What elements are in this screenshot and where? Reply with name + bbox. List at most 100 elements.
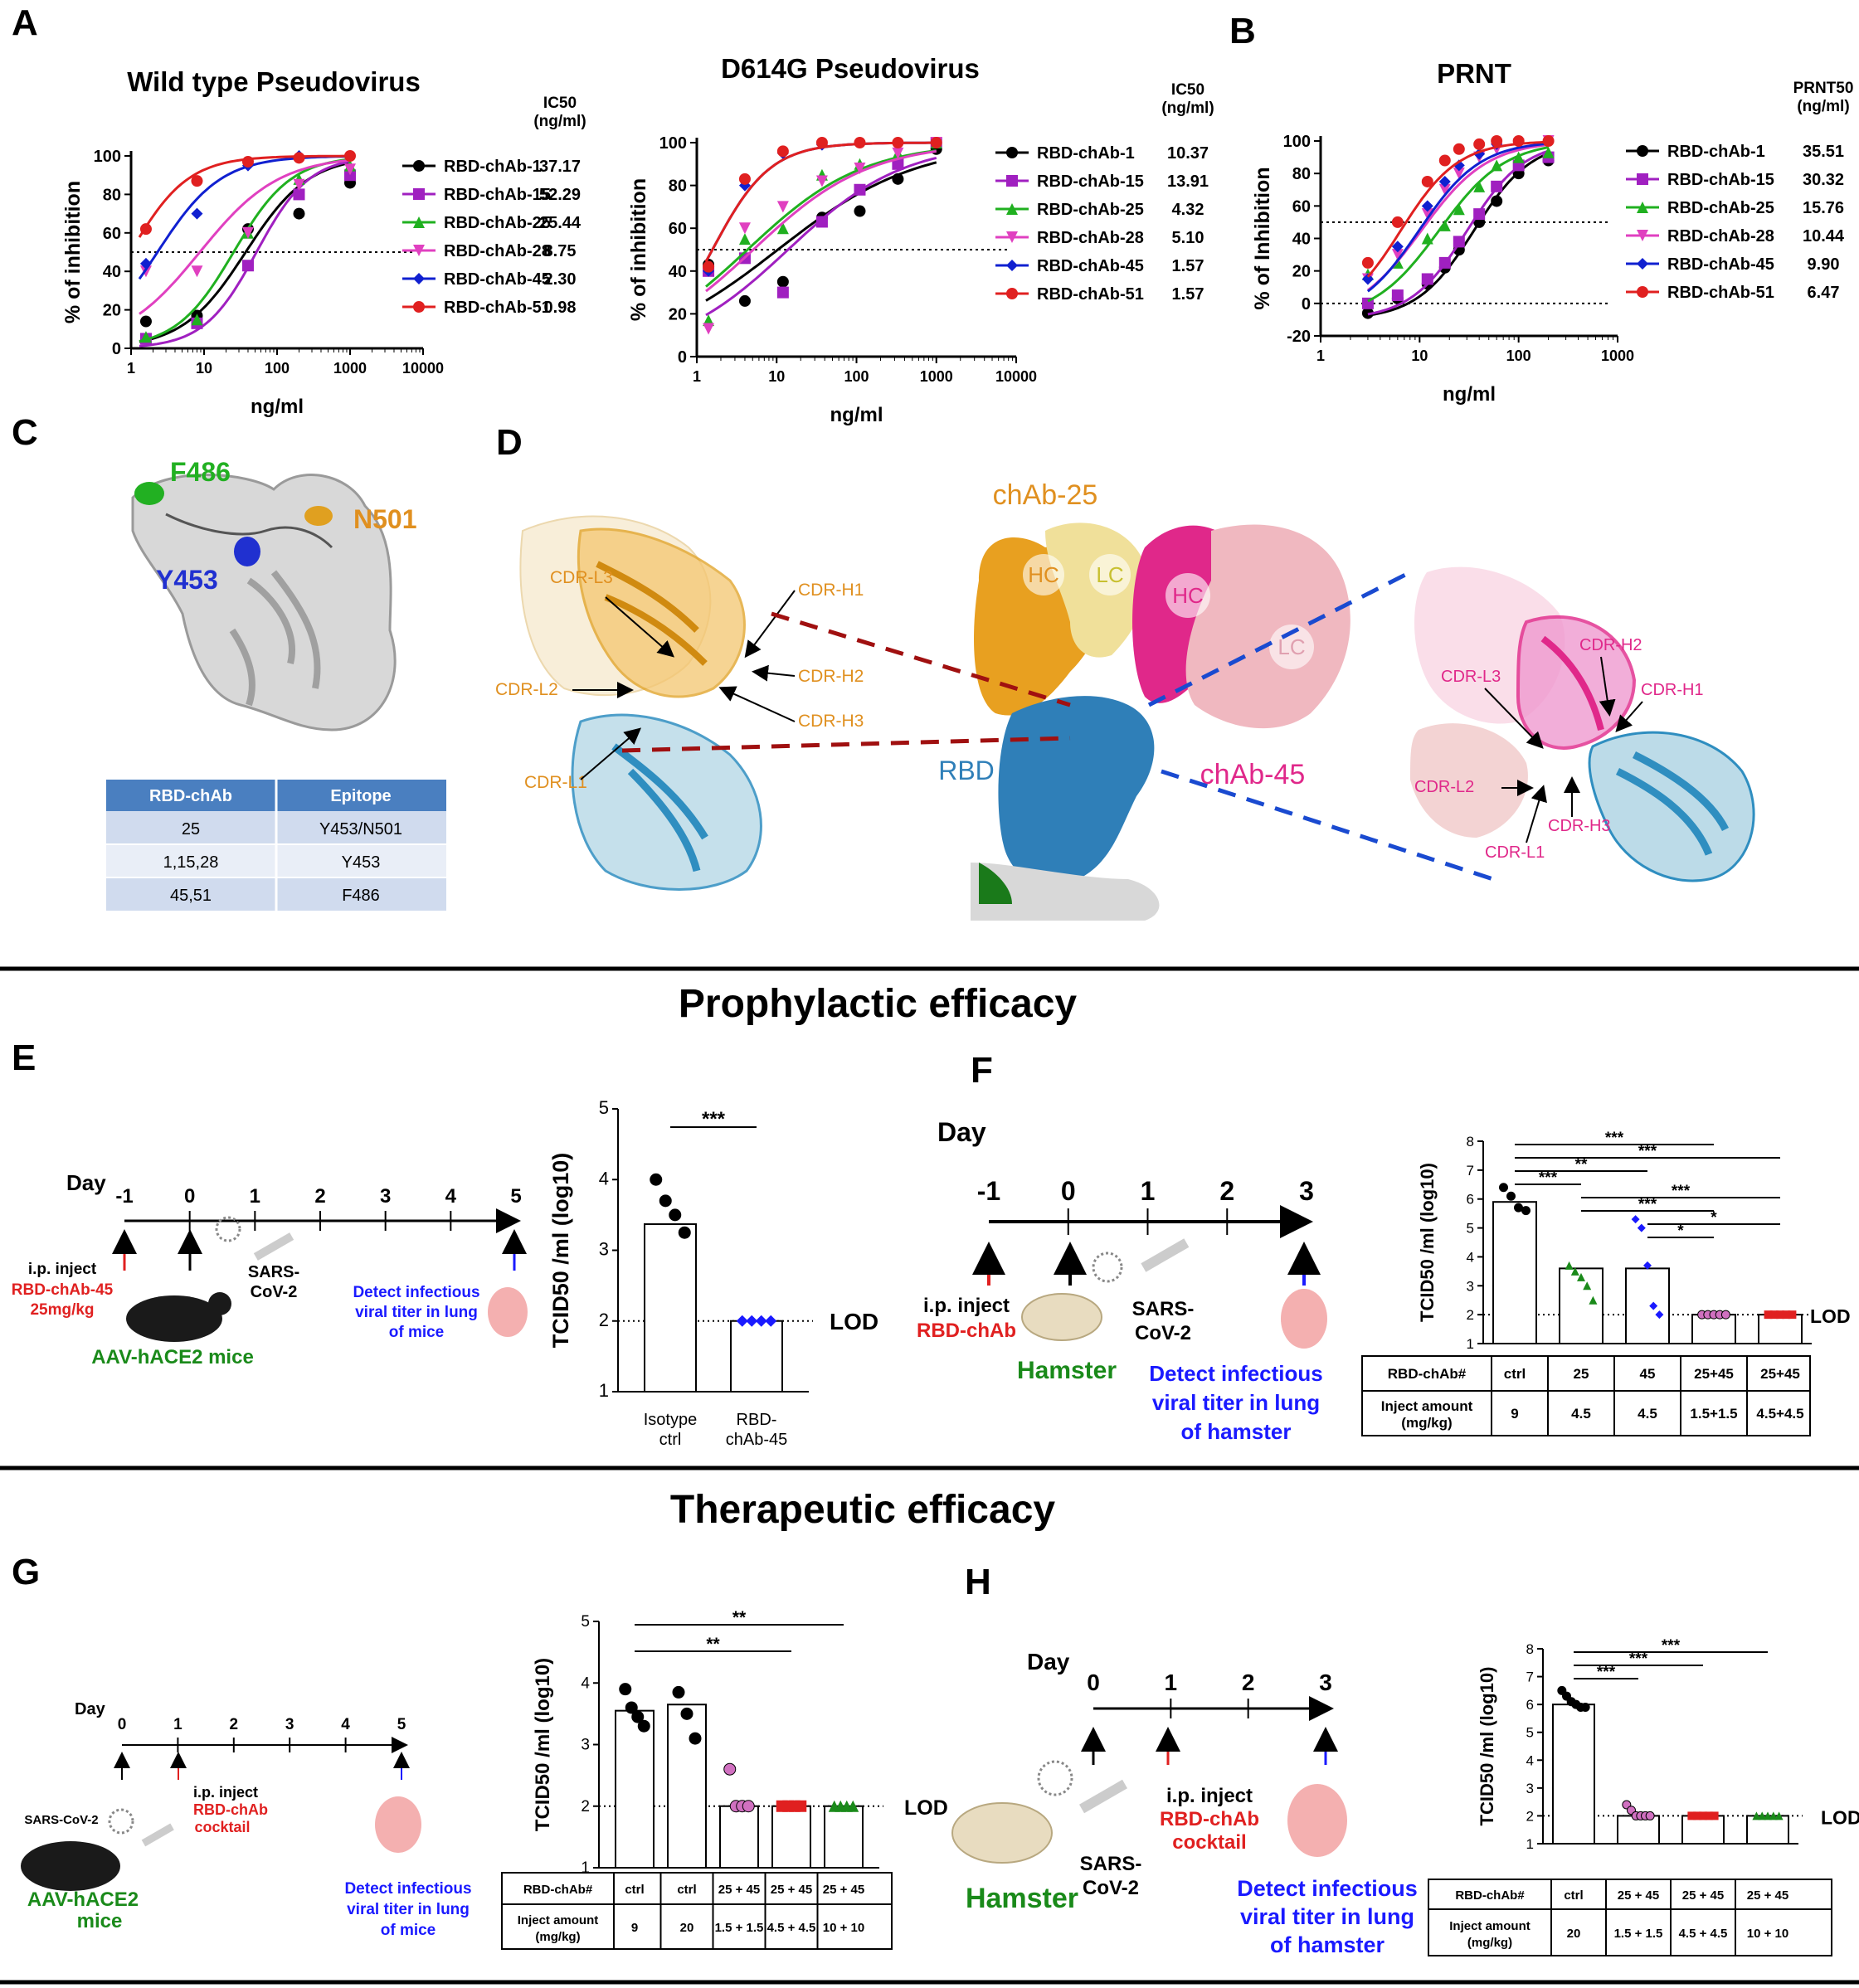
- data-point: [854, 137, 866, 148]
- timeline-day-label: 0: [184, 1185, 195, 1208]
- y-tick-label: 6: [1467, 1192, 1474, 1208]
- data-point: [631, 1710, 645, 1723]
- data-point: [738, 173, 751, 185]
- y-tick-label: 1: [1526, 1836, 1534, 1852]
- panel-letter-f: F: [971, 1050, 993, 1091]
- epitope-table: RBD-chAb Epitope 25 Y453/N501 1,15,28 Y4…: [106, 780, 446, 911]
- y-axis-label: % of inhibition: [61, 181, 85, 323]
- section-title-prophylactic: Prophylactic efficacy: [679, 982, 1078, 1026]
- data-point: [293, 207, 305, 220]
- data-point: [815, 216, 828, 228]
- chart-title: D614G Pseudovirus: [721, 53, 980, 84]
- data-point: [1473, 180, 1486, 192]
- data-point: [1512, 151, 1525, 163]
- lung-icon: [375, 1796, 421, 1853]
- x-tick-label: 1000: [920, 368, 953, 385]
- x-axis-label: ng/ml: [830, 404, 883, 426]
- legend-header: IC50: [1171, 81, 1204, 99]
- table-cell-amount: 9: [1511, 1406, 1518, 1422]
- cdr-h3-left: CDR-H3: [798, 712, 864, 731]
- lod-label: LOD: [830, 1309, 878, 1334]
- data-point: [139, 257, 152, 270]
- data-point: [1438, 175, 1451, 187]
- data-point: [854, 205, 866, 217]
- timeline-day-label: 5: [510, 1185, 521, 1208]
- hamster-label: Hamster: [966, 1883, 1078, 1914]
- legend-ic50: 52.29: [539, 186, 581, 204]
- y-axis-label: TCID50 /ml (log10): [1417, 1163, 1438, 1322]
- n501-blob: [304, 506, 333, 526]
- significance-label: ***: [1605, 1130, 1624, 1147]
- data-point: [293, 188, 305, 201]
- series-line: [139, 158, 351, 343]
- legend-ic50: 35.51: [1803, 143, 1844, 161]
- table-cell-amount: 4.5: [1638, 1406, 1657, 1422]
- data-point: [847, 1800, 859, 1812]
- legend-header: PRNT50: [1793, 80, 1854, 97]
- x-tick-label: 100: [844, 368, 869, 385]
- inject-label: i.p. inject: [28, 1261, 97, 1278]
- data-point: [1491, 180, 1503, 192]
- data-point: [1453, 236, 1465, 248]
- detect-label: viral titer in lung: [355, 1304, 478, 1321]
- data-point: [1637, 202, 1648, 213]
- syringe-icon: [1141, 1238, 1190, 1272]
- panel-letter-a: A: [12, 2, 38, 43]
- lung-icon: [488, 1287, 528, 1337]
- data-point: [191, 207, 203, 220]
- timeline-day-label: 4: [445, 1185, 457, 1208]
- cocktail-label: RBD-chAb: [1160, 1808, 1259, 1830]
- table-row-header: RBD-chAb#: [1455, 1888, 1525, 1903]
- data-point: [776, 222, 789, 235]
- table-row-header: (mg/kg): [1467, 1936, 1512, 1950]
- x-tick-label: 10000: [995, 368, 1037, 385]
- virus-icon: [1092, 1252, 1123, 1283]
- table-cell-amount: 20: [1567, 1927, 1581, 1941]
- data-point: [1006, 175, 1018, 187]
- bar: [1492, 1201, 1537, 1344]
- data-point: [1637, 145, 1648, 157]
- data-point: [1521, 1206, 1531, 1216]
- bar: [730, 1320, 783, 1393]
- x-tick-label: 1000: [333, 360, 367, 377]
- cdr-l2-right: CDR-L2: [1414, 778, 1474, 796]
- detect-label: Detect infectious: [344, 1880, 471, 1898]
- y-tick-label: 5: [581, 1613, 590, 1631]
- table-frame: [1428, 1879, 1832, 1956]
- data-point: [1421, 200, 1433, 212]
- x-tick-label: 100: [265, 360, 290, 377]
- data-point: [139, 223, 152, 236]
- data-point: [892, 137, 904, 148]
- data-point: [1006, 147, 1018, 158]
- data-point: [1687, 1811, 1696, 1820]
- table-cell-chab: 25 + 45: [718, 1883, 760, 1897]
- legend-ic50: 13.91: [1167, 173, 1209, 191]
- table-cell-chab: 25: [1574, 1366, 1589, 1382]
- bar: [1758, 1314, 1803, 1344]
- chart-g-bar: 1 2 3 4 5 LOD TCID50 /ml (log10) ** ** RBD-chAb# I…: [501, 1608, 948, 1950]
- significance-label: **: [732, 1608, 747, 1627]
- y-tick-label: 8: [1526, 1641, 1534, 1657]
- y-tick-label: 5: [1526, 1725, 1534, 1741]
- significance-label: ***: [1539, 1169, 1558, 1187]
- data-point: [1006, 203, 1018, 215]
- data-point: [1512, 135, 1525, 147]
- panel-f-timeline: Day -1 0 1 2 3 i.p. inject RBD-chAb SARS- Co…: [917, 1117, 1327, 1444]
- table-cell: F486: [342, 887, 380, 905]
- inject-label: i.p. inject: [1166, 1785, 1253, 1807]
- y-tick-label: 2: [1526, 1808, 1534, 1824]
- timeline-day-label: 0: [1087, 1670, 1100, 1695]
- table-cell-chab: 25 + 45: [1747, 1888, 1788, 1903]
- chart-title: Wild type Pseudovirus: [127, 66, 421, 97]
- bar: [615, 1709, 655, 1869]
- significance-label: **: [1575, 1156, 1588, 1174]
- hamster-icon: [951, 1802, 1053, 1864]
- x-tick-label: 1000: [1601, 348, 1634, 364]
- y-tick-label: 20: [103, 302, 121, 320]
- y-tick-label: 20: [1292, 263, 1311, 281]
- label-hc-25: HC: [1028, 562, 1059, 587]
- y-axis-label: % of inhibition: [627, 178, 650, 321]
- detect-label: of mice: [389, 1324, 445, 1341]
- timeline-day-label: 4: [341, 1716, 350, 1733]
- detect-label: Detect infectious: [1237, 1876, 1418, 1901]
